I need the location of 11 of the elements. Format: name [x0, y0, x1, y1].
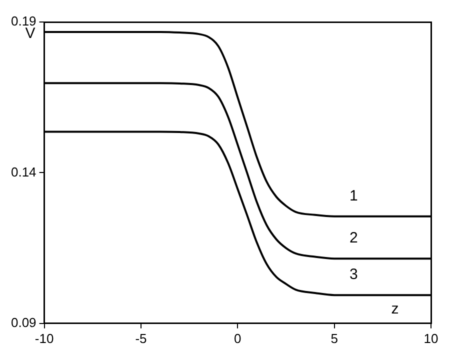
- annotation: 2: [349, 230, 358, 247]
- x-tick-label: 5: [330, 330, 338, 346]
- y-tick-label: 0.14: [10, 164, 36, 180]
- x-tick-label: -5: [135, 330, 147, 346]
- x-tick-label: 0: [234, 330, 242, 346]
- x-tick-label: 10: [424, 330, 438, 346]
- x-tick-label: -10: [34, 330, 54, 346]
- x-axis-title: z: [391, 300, 399, 318]
- annotation: 1: [349, 188, 358, 205]
- y-tick-label: 0.09: [10, 314, 36, 330]
- annotation: 3: [349, 266, 358, 284]
